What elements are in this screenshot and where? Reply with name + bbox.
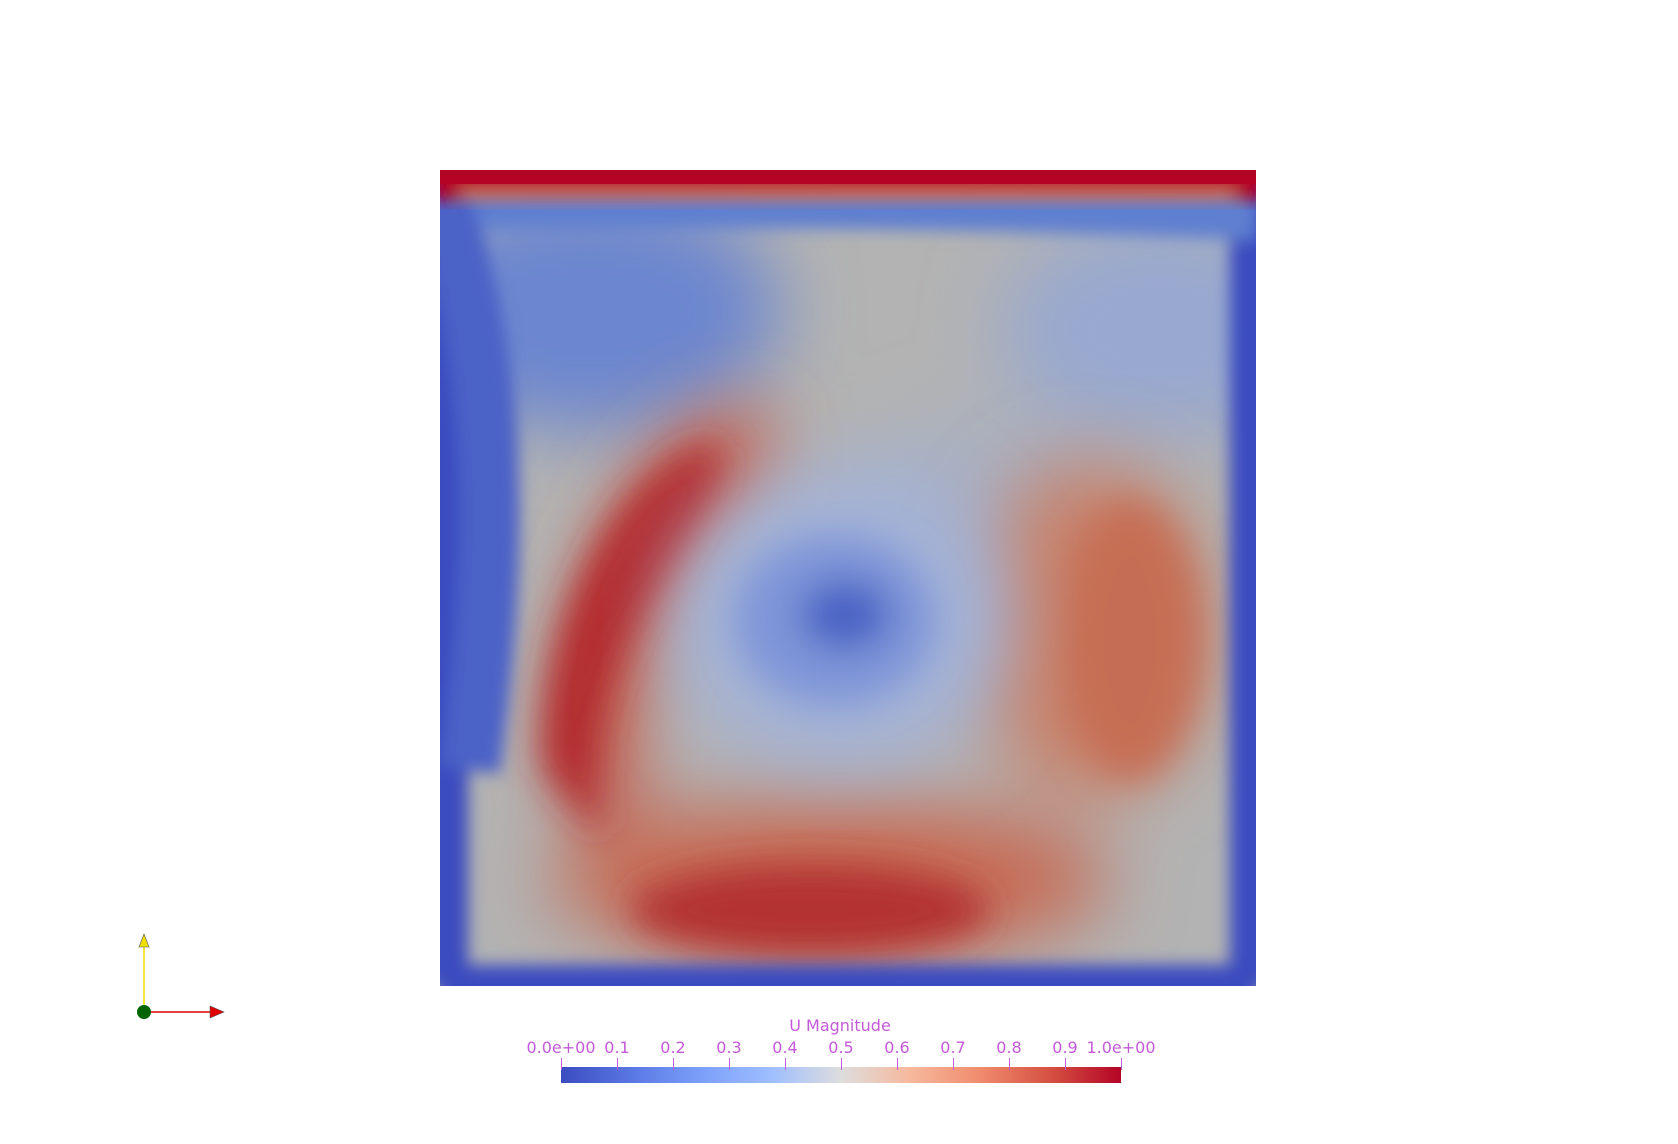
- color-legend-bar: [561, 1067, 1121, 1083]
- color-legend-tick-label: 0.2: [660, 1038, 686, 1057]
- color-legend-tick-mark: [953, 1058, 954, 1070]
- y-axis-arrow-icon: [138, 933, 150, 948]
- velocity-magnitude-field[interactable]: [440, 170, 1256, 986]
- color-legend-tick-mark: [1009, 1058, 1010, 1070]
- color-legend-tick-label: 0.5: [828, 1038, 854, 1057]
- color-legend-tick-mark: [785, 1058, 786, 1070]
- color-legend-tick-mark: [617, 1058, 618, 1070]
- orientation-axes[interactable]: [120, 925, 240, 1025]
- color-legend-tick-label: 0.7: [940, 1038, 966, 1057]
- color-legend-tick-mark: [561, 1058, 562, 1070]
- x-axis-arrow-icon: [209, 1005, 225, 1019]
- color-legend-tick-label: 0.1: [604, 1038, 630, 1057]
- color-legend-tick-label: 0.6: [884, 1038, 910, 1057]
- color-legend-tick-label: 0.4: [772, 1038, 798, 1057]
- color-legend-tick-label: 0.9: [1052, 1038, 1078, 1057]
- color-legend-tick-label: 0.8: [996, 1038, 1022, 1057]
- color-legend-tick-mark: [729, 1058, 730, 1070]
- color-legend-tick-mark: [1065, 1058, 1066, 1070]
- color-legend-title: U Magnitude: [789, 1016, 891, 1035]
- color-legend-tick-label: 0.3: [716, 1038, 742, 1057]
- color-legend-tick-label: 1.0e+00: [1086, 1038, 1156, 1057]
- color-legend-tick-mark: [1121, 1058, 1122, 1070]
- color-legend-tick-mark: [897, 1058, 898, 1070]
- z-axis-dot-icon: [137, 1005, 151, 1019]
- color-legend-tick-label: 0.0e+00: [526, 1038, 596, 1057]
- color-legend-tick-mark: [841, 1058, 842, 1070]
- color-legend-tick-mark: [673, 1058, 674, 1070]
